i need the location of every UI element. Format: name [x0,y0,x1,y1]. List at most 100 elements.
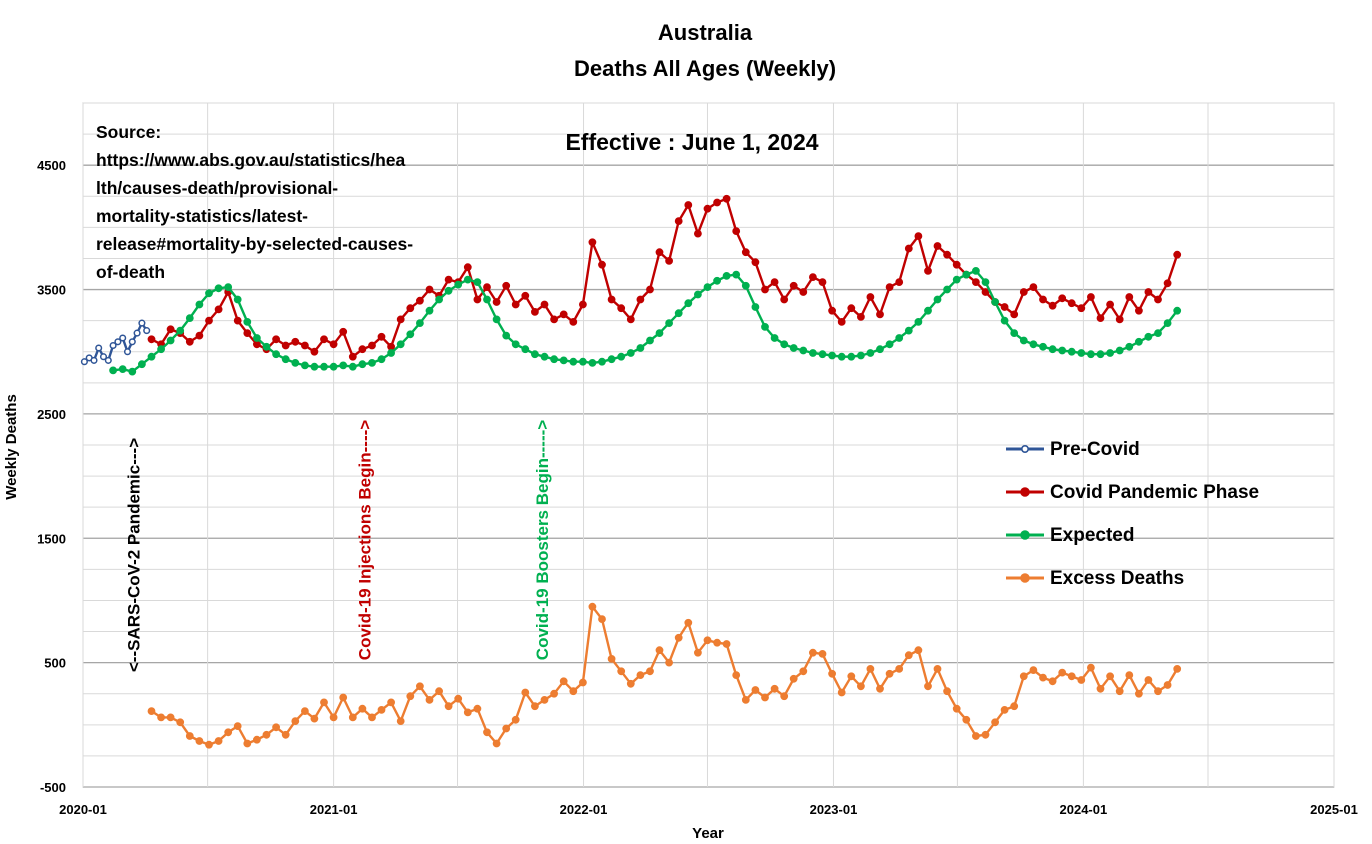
data-point [1087,663,1095,672]
data-point [895,334,904,342]
data-point [1010,702,1019,711]
annotation-label: Covid-19 Injections Begin----> [355,420,374,660]
data-point [281,341,290,350]
data-point [377,355,386,364]
data-point [492,739,501,748]
data-point [761,285,769,294]
y-tick-label: -500 [40,780,66,795]
data-point [1154,687,1162,696]
data-point [598,357,606,366]
axis-layer: -500 500 1500 2500 3500 4500 2020-01 2021-01 202… [37,158,1358,817]
data-point [205,289,213,298]
data-point [329,362,338,371]
data-point [291,337,300,346]
data-point [99,353,108,361]
data-point [320,698,328,707]
data-point [646,667,654,676]
data-point [435,687,444,696]
data-point [924,306,932,315]
data-point [368,713,376,722]
data-point [1154,295,1162,304]
series-layer [80,194,1182,749]
series-covid-pandemic-phase [147,194,1182,361]
data-point [847,352,856,361]
data-point [962,270,971,279]
data-point [780,295,789,304]
data-point [933,665,942,673]
data-point [952,260,961,269]
data-point [607,655,616,663]
data-point [550,689,558,698]
data-point [952,275,961,284]
data-point [1173,250,1182,259]
data-point [972,278,980,287]
data-point [579,678,587,687]
data-point [1010,310,1019,319]
data-point [138,360,146,369]
data-point [943,285,951,294]
data-point [904,326,913,335]
data-point [809,648,817,657]
data-point [1039,295,1047,304]
data-point [770,684,779,693]
data-point [166,336,175,345]
data-point [233,295,242,304]
data-point [588,238,597,247]
data-point [789,281,798,290]
data-point [531,350,539,359]
data-point [1163,681,1172,689]
data-point [214,305,223,314]
legend-entry: Covid Pandemic Phase [1006,482,1259,503]
data-point [703,636,712,645]
data-point [272,350,281,359]
data-point [1135,689,1143,698]
data-point [444,275,453,284]
data-point [626,315,635,324]
data-point [895,278,904,287]
data-point [636,295,645,304]
data-point [425,285,434,294]
data-point [1019,336,1028,345]
chart-subtitle: Deaths All Ages (Weekly) [574,56,836,81]
data-point [253,735,261,744]
data-point [492,298,501,306]
data-point [857,351,865,360]
data-point [1154,329,1162,338]
data-point [301,361,309,370]
data-point [1144,288,1153,296]
series-expected [109,267,1182,376]
data-point [636,344,645,352]
data-point [233,316,242,325]
data-point [368,359,376,367]
data-point [550,315,558,324]
data-point [741,248,750,257]
data-point [243,318,252,326]
annotation-layer: <--SARS-CoV-2 Pandemic---> Covid-19 Injec… [125,420,552,672]
data-point [1058,294,1067,303]
data-point [665,319,673,328]
data-point [133,329,141,337]
legend-marker [1020,573,1030,583]
data-point [109,366,117,375]
data-point [1000,706,1009,714]
data-point [1096,684,1105,693]
y-tick-label: 4500 [37,158,66,173]
x-tick-label: 2020-01 [59,802,107,817]
data-point [1000,316,1009,325]
data-point [751,686,760,694]
data-point [809,273,817,282]
data-point [339,693,348,702]
data-point [214,284,223,293]
data-point [1029,283,1038,292]
data-point [933,295,942,304]
data-point [406,692,415,701]
data-point [914,318,923,326]
data-point [1144,676,1153,684]
data-point [463,708,472,717]
data-point [1135,337,1143,346]
data-point [425,696,434,704]
data-point [876,684,884,693]
data-point [665,257,673,265]
data-point [90,356,98,364]
y-tick-label: 1500 [37,531,66,546]
